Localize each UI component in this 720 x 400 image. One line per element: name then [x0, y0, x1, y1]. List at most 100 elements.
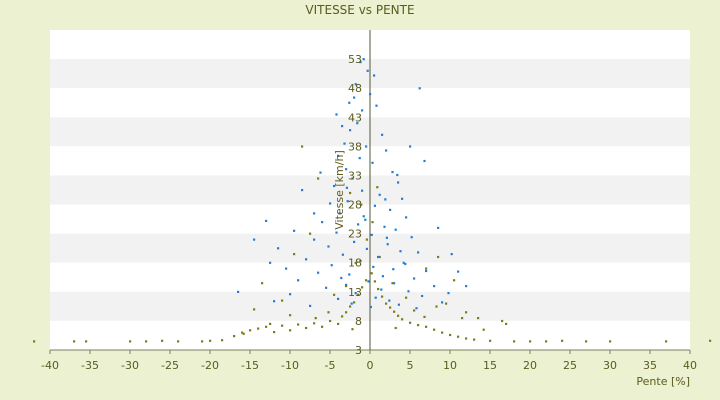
data-point-secondary	[425, 267, 428, 270]
data-point-secondary	[314, 317, 317, 320]
x-tick-label: -35	[81, 359, 99, 372]
data-point-secondary	[482, 328, 485, 331]
chart-title: VITESSE vs PENTE	[305, 3, 414, 17]
y-tick-label: 8	[355, 315, 362, 328]
data-point-primary	[457, 270, 460, 273]
data-point-primary	[369, 93, 372, 96]
y-tick-label: 23	[348, 228, 362, 241]
x-tick-label: 20	[523, 359, 537, 372]
data-point-primary	[375, 104, 378, 107]
data-point-primary	[373, 74, 376, 77]
data-point-secondary	[293, 253, 296, 256]
data-point-primary	[465, 285, 468, 288]
data-point-primary	[277, 247, 280, 250]
data-point-secondary	[297, 323, 300, 326]
data-point-primary	[340, 276, 343, 280]
data-point-secondary	[353, 301, 356, 304]
x-tick-label: 0	[367, 359, 374, 372]
data-point-secondary	[385, 302, 388, 305]
data-point-primary	[369, 305, 372, 309]
data-point-primary	[384, 198, 387, 201]
data-point-primary	[370, 233, 373, 236]
data-point-secondary	[423, 315, 426, 318]
data-point-secondary	[665, 340, 668, 343]
data-point-secondary	[529, 340, 532, 343]
x-tick-label: -10	[281, 359, 299, 372]
data-point-secondary	[201, 340, 204, 343]
data-point-primary	[329, 202, 332, 205]
data-point-primary	[373, 204, 376, 207]
data-point-primary	[413, 277, 416, 280]
series-secondary	[33, 145, 712, 343]
data-point-primary	[359, 61, 362, 64]
data-point-secondary	[349, 191, 352, 195]
data-point-secondary	[345, 285, 348, 288]
y-tick-label: 43	[348, 111, 362, 124]
data-point-secondary	[376, 186, 379, 189]
data-point-primary	[333, 184, 336, 188]
y-axis-label: Vitesse [km/h]	[333, 150, 346, 230]
data-point-primary	[380, 288, 383, 291]
data-point-primary	[354, 83, 357, 86]
data-point-primary	[388, 299, 391, 302]
data-point-secondary	[249, 329, 252, 332]
data-point-secondary	[221, 339, 224, 342]
x-tick-label: 5	[407, 359, 414, 372]
data-point-primary	[269, 261, 272, 264]
data-point-secondary	[513, 340, 516, 343]
data-point-primary	[381, 133, 384, 136]
data-point-primary	[317, 271, 320, 274]
data-point-secondary	[373, 280, 376, 283]
axes	[49, 30, 691, 354]
data-point-secondary	[265, 325, 268, 328]
data-point-primary	[377, 255, 380, 259]
data-point-secondary	[453, 279, 456, 282]
data-point-primary	[418, 87, 421, 90]
data-point-primary	[351, 177, 354, 180]
data-point-primary	[350, 302, 353, 305]
data-point-primary	[405, 216, 408, 219]
data-point-primary	[345, 168, 348, 171]
data-point-secondary	[269, 322, 272, 325]
data-point-primary	[327, 245, 330, 248]
data-point-primary	[330, 264, 333, 267]
data-point-secondary	[281, 299, 284, 302]
data-point-primary	[447, 292, 450, 295]
data-point-primary	[389, 208, 392, 211]
data-point-primary	[353, 96, 356, 99]
y-tick-label: 18	[348, 257, 362, 270]
data-point-secondary	[281, 324, 284, 327]
data-point-primary	[348, 273, 351, 276]
data-point-secondary	[473, 338, 476, 341]
data-point-secondary	[393, 310, 396, 313]
data-point-secondary	[371, 221, 374, 224]
data-point-primary	[409, 145, 412, 148]
data-point-primary	[378, 193, 381, 196]
data-point-secondary	[435, 305, 438, 308]
data-point-secondary	[329, 319, 332, 323]
data-point-secondary	[501, 319, 504, 323]
data-point-secondary	[129, 340, 132, 343]
data-point-primary	[365, 247, 368, 250]
data-point-secondary	[449, 333, 452, 337]
data-point-primary	[361, 189, 364, 192]
data-point-primary	[289, 293, 292, 296]
data-point-secondary	[145, 340, 148, 343]
data-point-secondary	[289, 329, 292, 332]
y-tick-label: 38	[348, 140, 362, 153]
data-point-secondary	[253, 308, 256, 311]
data-point-primary	[356, 122, 359, 125]
x-tick-label: 30	[603, 359, 617, 372]
data-point-primary	[346, 200, 349, 203]
data-point-primary	[366, 69, 369, 72]
data-point-primary	[362, 58, 365, 61]
data-point-secondary	[317, 177, 320, 180]
data-point-primary	[372, 265, 375, 268]
data-point-secondary	[561, 339, 564, 342]
data-point-secondary	[177, 340, 180, 343]
data-point-secondary	[365, 238, 368, 241]
data-point-primary	[337, 154, 340, 157]
data-point-primary	[357, 223, 360, 226]
